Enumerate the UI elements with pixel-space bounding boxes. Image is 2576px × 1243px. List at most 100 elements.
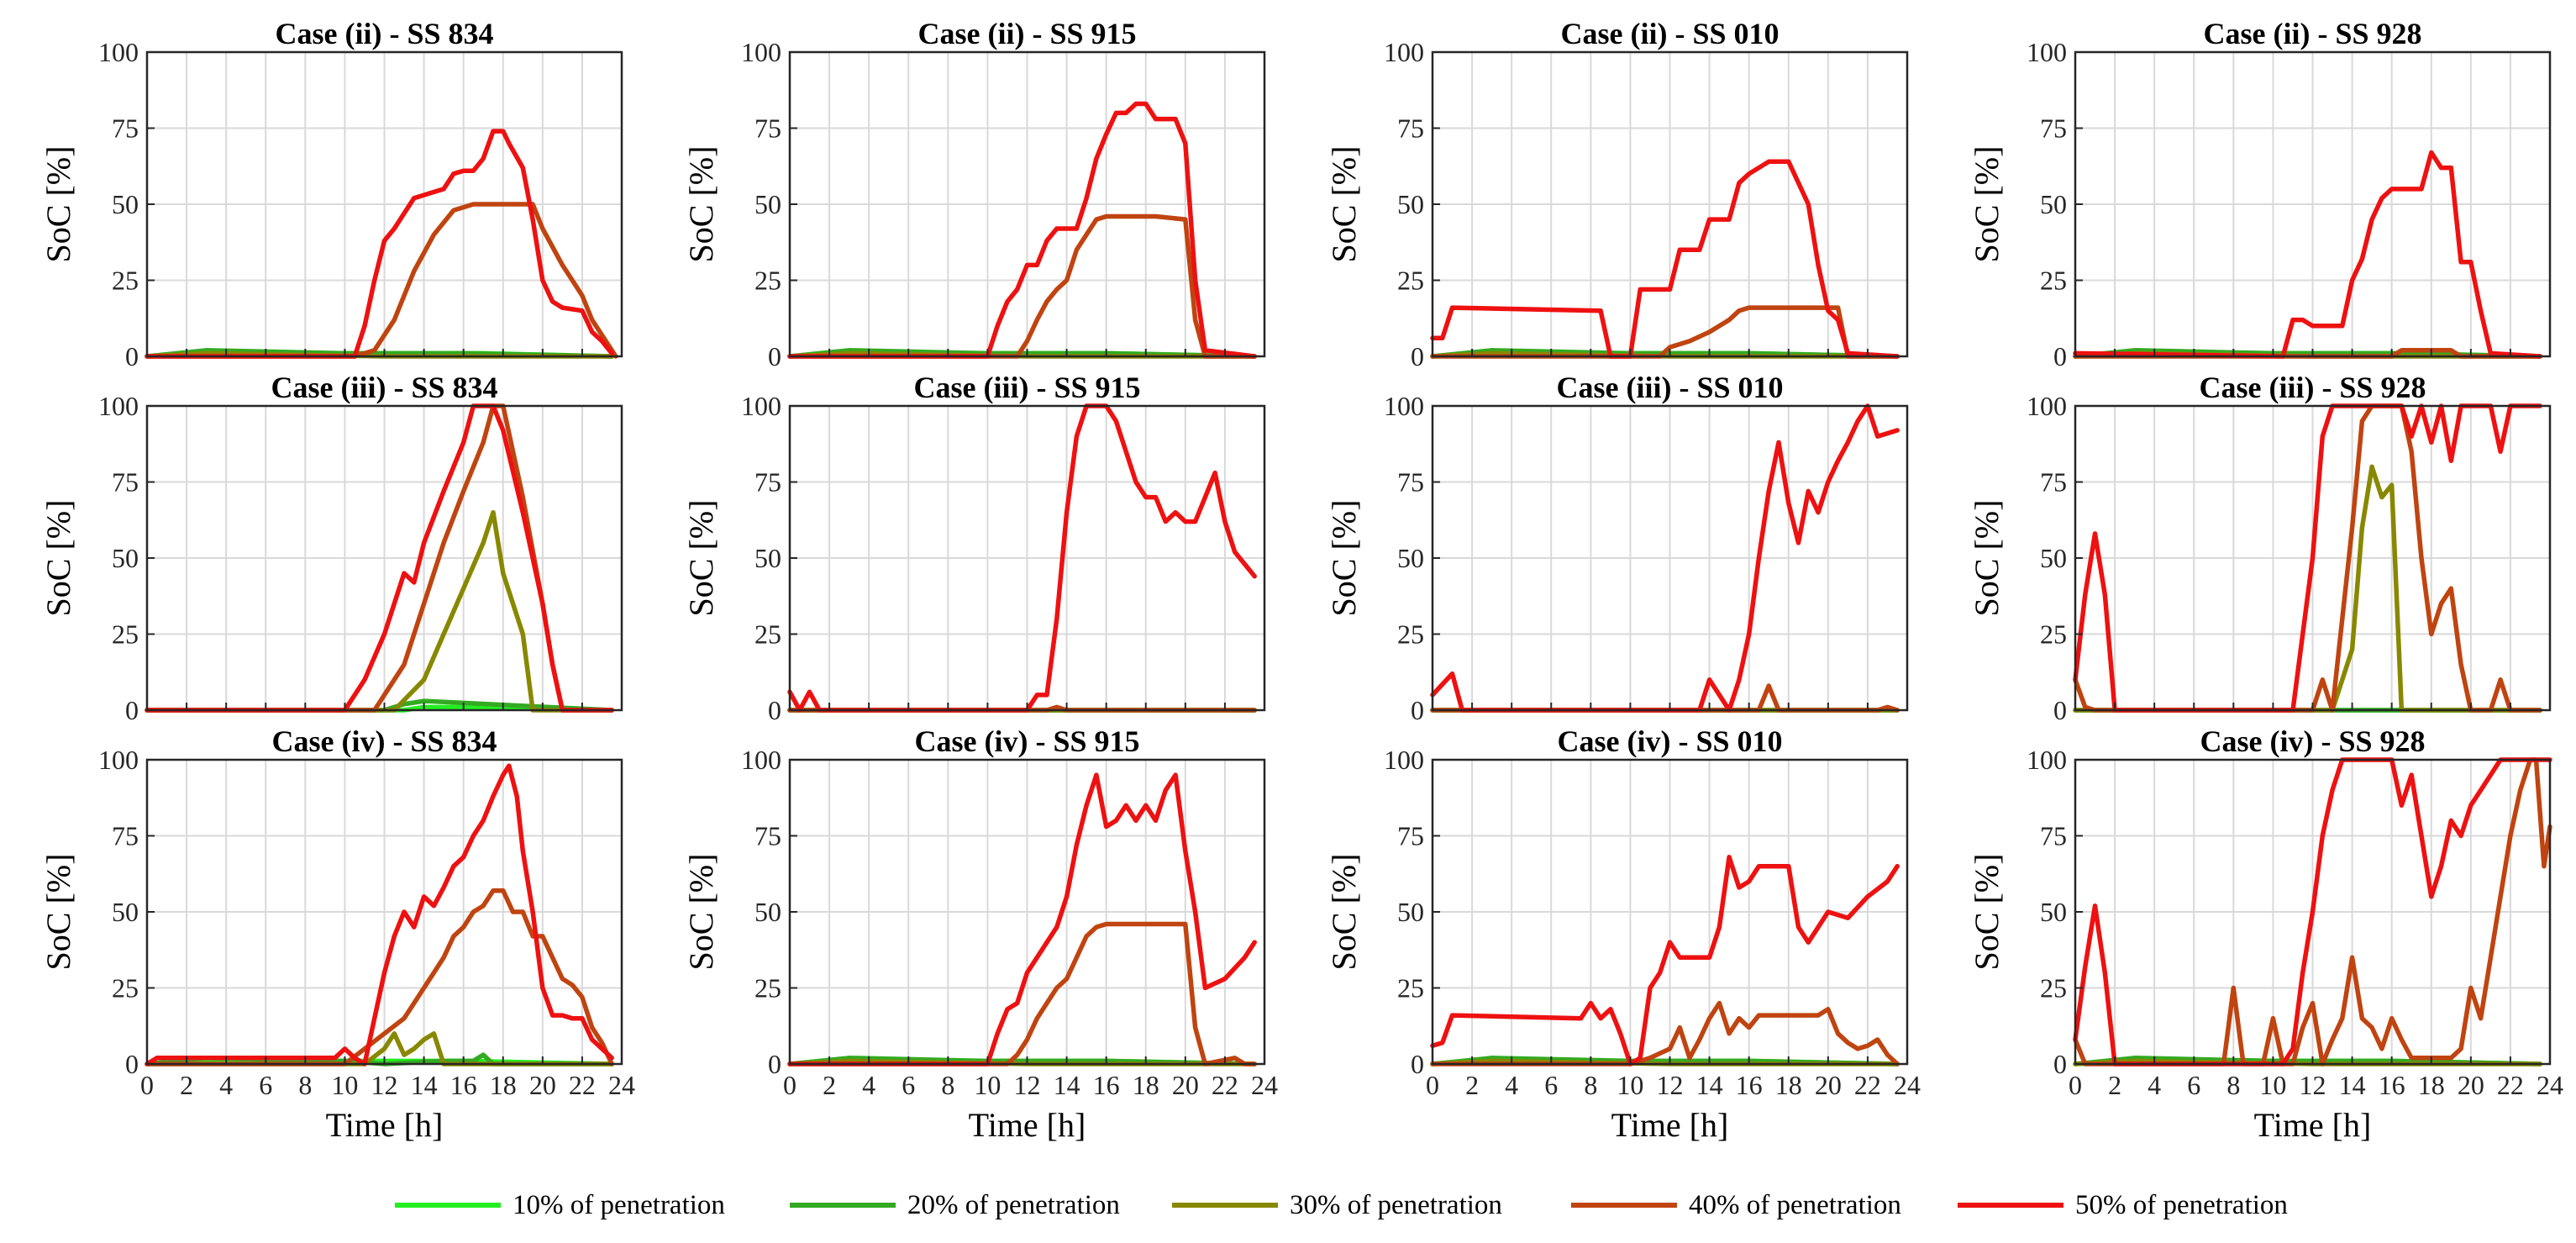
- x-tick-label: 2: [1465, 1070, 1479, 1100]
- subplot-title: Case (iii) - SS 834: [271, 371, 498, 404]
- x-tick-label: 24: [1894, 1070, 1921, 1100]
- y-axis-label: SoC [%]: [1325, 854, 1363, 971]
- subplot-title: Case (iv) - SS 915: [915, 724, 1140, 758]
- x-tick-label: 6: [259, 1070, 272, 1100]
- legend-label: 20% of penetration: [907, 1190, 1120, 1220]
- series-line-p50: [1430, 403, 1900, 713]
- y-tick-label: 75: [112, 113, 139, 144]
- x-tick-label: 12: [371, 1070, 398, 1100]
- y-tick-label: 75: [754, 113, 781, 144]
- y-tick-label: 100: [741, 745, 781, 775]
- x-tick-label: 18: [2418, 1070, 2445, 1100]
- y-tick-label: 75: [1397, 821, 1424, 851]
- subplot-title: Case (iii) - SS 928: [2200, 371, 2426, 404]
- subplot-title: Case (iv) - SS 834: [272, 724, 497, 758]
- y-tick-label: 0: [1411, 1049, 1424, 1079]
- subplot-5: 0 25 50 75 100 Case (iii) - SS 834 SoC [%]: [39, 371, 623, 725]
- y-tick-label: 25: [112, 266, 139, 296]
- y-tick-label: 100: [741, 37, 781, 67]
- series-line-p30: [145, 1031, 614, 1067]
- legend-label: 50% of penetration: [2075, 1190, 2288, 1220]
- x-tick-label: 24: [2537, 1070, 2563, 1100]
- x-tick-label: 14: [1696, 1070, 1723, 1100]
- legend: 10% of penetration 20% of penetration 30% …: [395, 1190, 2288, 1220]
- legend-label: 40% of penetration: [1689, 1190, 1901, 1220]
- y-axis-label: SoC [%]: [682, 854, 720, 971]
- y-tick-label: 100: [2027, 745, 2067, 775]
- y-tick-label: 0: [2053, 1049, 2067, 1079]
- x-tick-label: 2: [2108, 1070, 2121, 1100]
- subplot-4: 0 25 50 75 100 Case (ii) - SS 928 SoC [%]: [1968, 17, 2552, 371]
- x-axis-label: Time [h]: [1611, 1106, 1729, 1144]
- y-tick-label: 50: [2040, 897, 2067, 927]
- series-line-p50: [787, 403, 1257, 713]
- x-tick-label: 0: [783, 1070, 796, 1100]
- y-tick-label: 25: [1397, 266, 1424, 296]
- x-axis-label: Time [h]: [2254, 1106, 2372, 1144]
- x-tick-label: 0: [140, 1070, 154, 1100]
- y-tick-label: 50: [112, 897, 139, 927]
- subplot-title: Case (ii) - SS 010: [1561, 17, 1780, 50]
- subplot-8: 0 25 50 75 100 Case (iii) - SS 928 SoC [%]: [1968, 371, 2552, 725]
- x-tick-label: 2: [823, 1070, 836, 1100]
- subplot-title: Case (iii) - SS 010: [1557, 371, 1784, 404]
- x-tick-label: 6: [2187, 1070, 2200, 1100]
- x-tick-label: 2: [180, 1070, 193, 1100]
- x-tick-label: 6: [902, 1070, 915, 1100]
- y-tick-label: 50: [112, 543, 139, 573]
- y-tick-label: 50: [1397, 897, 1424, 927]
- x-tick-label: 16: [1736, 1070, 1763, 1100]
- x-tick-label: 4: [1505, 1070, 1518, 1100]
- y-tick-label: 75: [754, 467, 781, 498]
- subplot-1: 0 25 50 75 100 Case (ii) - SS 834 SoC [%]: [39, 17, 623, 371]
- y-tick-label: 0: [125, 1049, 139, 1079]
- x-tick-label: 20: [2458, 1070, 2484, 1100]
- y-tick-label: 75: [1397, 113, 1424, 144]
- x-tick-label: 22: [569, 1070, 596, 1100]
- x-tick-label: 10: [2259, 1070, 2286, 1100]
- y-tick-label: 25: [2040, 266, 2067, 296]
- legend-item-2: 20% of penetration: [790, 1190, 1120, 1220]
- x-tick-label: 6: [1544, 1070, 1558, 1100]
- series-line-p40: [787, 213, 1257, 359]
- subplot-title: Case (ii) - SS 928: [2204, 17, 2422, 50]
- x-tick-label: 8: [1584, 1070, 1597, 1100]
- y-tick-label: 50: [1397, 189, 1424, 219]
- y-tick-label: 0: [768, 341, 781, 371]
- y-axis-label: SoC [%]: [39, 500, 77, 617]
- series-line-p30: [145, 509, 614, 713]
- y-tick-label: 100: [2027, 391, 2067, 421]
- subplot-title: Case (iv) - SS 928: [2200, 724, 2426, 758]
- y-tick-label: 25: [754, 619, 781, 650]
- y-tick-label: 0: [768, 1049, 781, 1079]
- x-tick-label: 14: [1054, 1070, 1080, 1100]
- series-line-p50: [787, 101, 1257, 359]
- y-tick-label: 100: [1384, 391, 1424, 421]
- y-axis-label: SoC [%]: [1325, 146, 1363, 263]
- series-line-p40: [2073, 757, 2552, 1067]
- y-tick-label: 100: [98, 745, 139, 775]
- x-tick-label: 14: [411, 1070, 438, 1100]
- series-line-p50: [145, 129, 614, 359]
- x-tick-label: 24: [1251, 1070, 1278, 1100]
- x-tick-label: 10: [331, 1070, 358, 1100]
- subplot-title: Case (ii) - SS 915: [918, 17, 1137, 50]
- subplot-7: 0 25 50 75 100 Case (iii) - SS 010 SoC [%]: [1325, 371, 1909, 725]
- y-axis-label: SoC [%]: [39, 146, 77, 263]
- y-tick-label: 0: [125, 695, 139, 725]
- x-tick-label: 18: [1133, 1070, 1159, 1100]
- y-tick-label: 0: [768, 695, 781, 725]
- x-tick-label: 4: [862, 1070, 875, 1100]
- y-axis-label: SoC [%]: [1968, 146, 2006, 263]
- y-tick-label: 75: [2040, 467, 2067, 498]
- x-tick-label: 12: [2300, 1070, 2326, 1100]
- y-tick-label: 25: [2040, 973, 2067, 1003]
- x-axis-label: Time [h]: [326, 1106, 444, 1144]
- legend-item-1: 10% of penetration: [395, 1190, 725, 1220]
- y-tick-label: 100: [1384, 745, 1424, 775]
- series-line-p50: [145, 763, 614, 1067]
- y-axis-label: SoC [%]: [1325, 500, 1363, 617]
- legend-item-3: 30% of penetration: [1172, 1190, 1502, 1220]
